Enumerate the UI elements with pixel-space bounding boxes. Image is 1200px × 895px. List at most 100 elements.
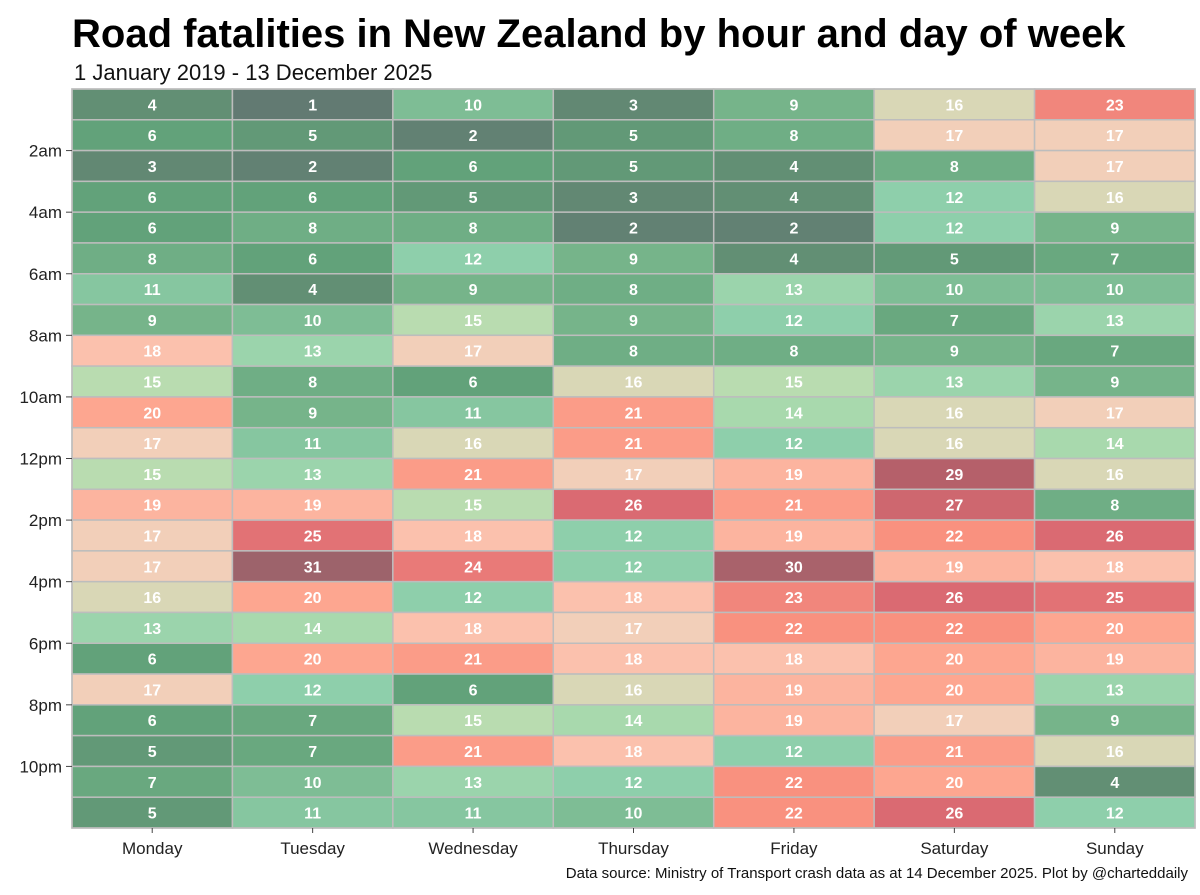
cell-label: 26 <box>625 498 643 515</box>
cell-label: 11 <box>304 436 321 453</box>
cell-label: 19 <box>785 528 803 545</box>
cell-label: 26 <box>945 590 963 607</box>
cell-label: 20 <box>304 590 322 607</box>
heatmap-cell <box>712 796 875 829</box>
cell-label: 9 <box>1110 375 1119 392</box>
heatmap-cell <box>712 273 875 306</box>
heatmap-cell <box>231 611 394 644</box>
cell-label: 8 <box>629 282 638 299</box>
y-tick-label: 2am <box>29 142 62 161</box>
heatmap-cell <box>873 796 1036 829</box>
x-tick-label: Saturday <box>920 839 989 858</box>
heatmap-cell <box>873 242 1036 275</box>
cell-label: 19 <box>1106 652 1124 669</box>
heatmap-cell <box>231 673 394 706</box>
cell-label: 16 <box>1106 744 1124 761</box>
cell-label: 5 <box>469 190 478 207</box>
cell-label: 16 <box>464 436 482 453</box>
cell-label: 20 <box>945 652 963 669</box>
cell-label: 17 <box>1106 405 1124 422</box>
heatmap-cell <box>712 119 875 152</box>
cell-label: 9 <box>469 282 478 299</box>
cell-label: 3 <box>629 97 638 114</box>
y-tick-label: 10pm <box>19 757 62 776</box>
heatmap-cell <box>873 334 1036 367</box>
cell-label: 21 <box>464 652 482 669</box>
heatmap-cell <box>231 426 394 460</box>
cell-label: 1 <box>308 97 317 114</box>
cell-label: 12 <box>1106 806 1124 823</box>
cell-label: 20 <box>945 775 963 792</box>
heatmap-cell <box>552 734 715 768</box>
cell-label: 22 <box>785 806 803 823</box>
heatmap-cell <box>392 242 555 275</box>
cell-label: 23 <box>1106 97 1124 114</box>
cell-label: 9 <box>1110 713 1119 730</box>
heatmap-cell <box>873 642 1036 675</box>
heatmap-cell <box>873 119 1036 152</box>
heatmap-cell <box>231 734 394 768</box>
cell-label: 9 <box>1110 221 1119 238</box>
cell-label: 11 <box>465 806 482 823</box>
cell-label: 8 <box>308 375 317 392</box>
source-note: Data source: Ministry of Transport crash… <box>565 865 1188 882</box>
heatmap-cell <box>552 149 715 183</box>
cell-label: 23 <box>785 590 803 607</box>
cell-label: 6 <box>148 221 157 238</box>
heatmap-cell <box>873 303 1036 337</box>
heatmap-cell <box>392 580 555 614</box>
heatmap-cell <box>873 704 1036 737</box>
heatmap-cell <box>873 180 1036 213</box>
cell-label: 17 <box>945 713 963 730</box>
cell-label: 20 <box>945 682 963 699</box>
cell-label: 13 <box>143 621 161 638</box>
cell-label: 18 <box>464 528 482 545</box>
cell-label: 8 <box>148 251 157 268</box>
heatmap-cell <box>1033 180 1196 213</box>
heatmap-cell <box>71 303 234 337</box>
cell-label: 2 <box>308 159 317 176</box>
cell-label: 13 <box>1106 682 1124 699</box>
cell-label: 3 <box>629 190 638 207</box>
cell-label: 2 <box>789 221 798 238</box>
cell-label: 18 <box>1106 559 1124 576</box>
heatmap-cell <box>552 303 715 337</box>
cell-label: 30 <box>785 559 803 576</box>
cell-label: 21 <box>625 436 643 453</box>
cell-label: 16 <box>1106 467 1124 484</box>
cell-label: 10 <box>945 282 963 299</box>
y-tick-label: 8am <box>29 326 62 345</box>
heatmap-cell <box>392 273 555 306</box>
heatmap-cell <box>231 334 394 367</box>
cell-label: 9 <box>308 405 317 422</box>
heatmap-cell <box>71 580 234 614</box>
cell-label: 4 <box>1110 775 1119 792</box>
cell-label: 17 <box>625 467 643 484</box>
cell-label: 7 <box>308 713 317 730</box>
cell-label: 19 <box>785 682 803 699</box>
cell-label: 6 <box>308 190 317 207</box>
cell-label: 20 <box>143 405 161 422</box>
heatmap-cell <box>552 673 715 706</box>
cell-label: 4 <box>789 159 798 176</box>
heatmap-cell <box>712 734 875 768</box>
cell-label: 19 <box>945 559 963 576</box>
cell-label: 11 <box>465 405 482 422</box>
cell-label: 20 <box>1106 621 1124 638</box>
cell-label: 2 <box>469 128 478 145</box>
cell-label: 14 <box>625 713 643 730</box>
x-tick-label: Monday <box>122 839 183 858</box>
cell-label: 8 <box>789 128 798 145</box>
cell-label: 10 <box>464 97 482 114</box>
cell-label: 17 <box>143 436 161 453</box>
cell-label: 21 <box>464 744 482 761</box>
heatmap-cell <box>1033 334 1196 367</box>
cell-label: 21 <box>945 744 963 761</box>
cell-label: 27 <box>945 498 963 515</box>
cell-label: 4 <box>789 251 798 268</box>
heatmap-cell <box>231 396 394 429</box>
heatmap-cell <box>712 88 875 121</box>
cell-label: 6 <box>469 375 478 392</box>
cell-label: 6 <box>148 128 157 145</box>
